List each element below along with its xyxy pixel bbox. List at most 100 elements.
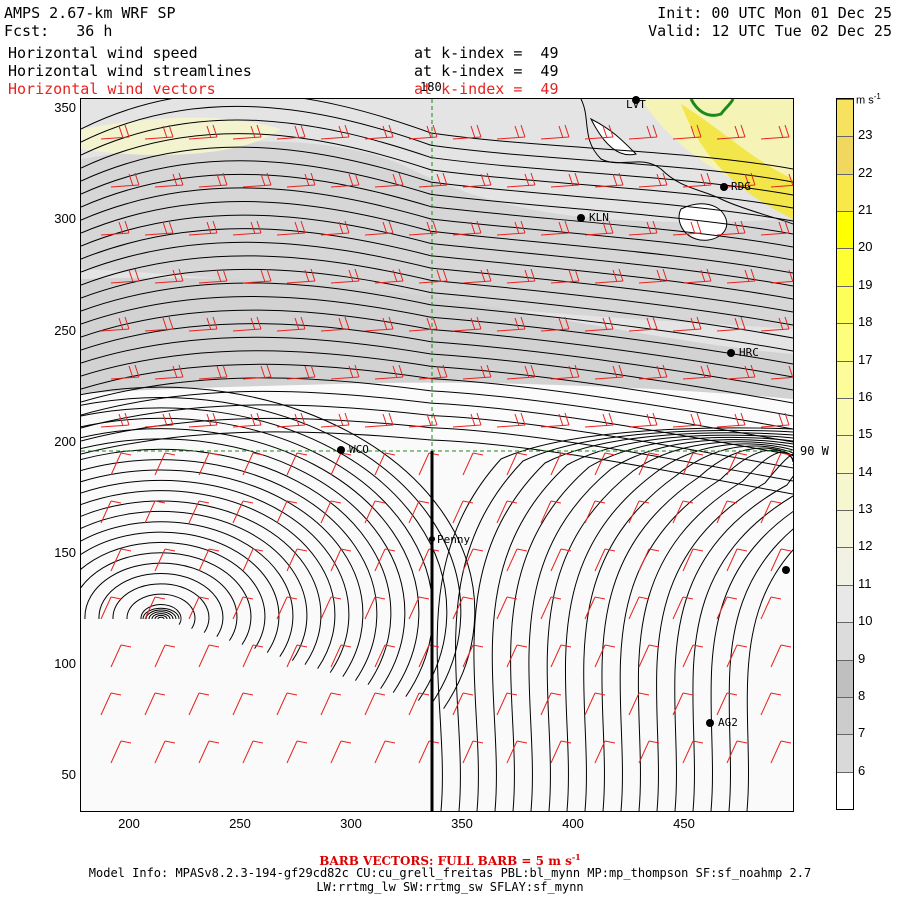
streamline <box>81 500 322 665</box>
wind-barb <box>452 220 482 236</box>
wind-barb <box>672 596 694 620</box>
streamline <box>81 531 280 653</box>
wind-barb <box>188 316 218 332</box>
wind-barb <box>716 124 746 140</box>
wind-barb <box>726 548 748 572</box>
colorbar-segment <box>837 510 853 548</box>
streamline <box>564 443 793 811</box>
colorbar-label: 6 <box>858 762 866 778</box>
station-label-ag2: AG2 <box>718 716 738 729</box>
streamline <box>81 459 378 681</box>
streamline <box>692 470 793 811</box>
wind-barb <box>462 452 484 476</box>
colorbar-segment <box>837 622 853 660</box>
wind-barb <box>760 220 790 236</box>
streamline <box>154 614 168 620</box>
wind-barb <box>188 500 210 524</box>
wind-barb <box>770 452 792 476</box>
wind-barb <box>374 644 396 668</box>
streamline <box>436 427 793 811</box>
wind-barb <box>452 316 482 332</box>
wind-barb <box>100 500 122 524</box>
streamline <box>81 296 793 365</box>
streamline <box>140 604 182 625</box>
wind-barb <box>276 412 306 428</box>
streamline <box>157 616 165 620</box>
colorbar-label: 7 <box>858 725 866 741</box>
wind-barb <box>584 596 606 620</box>
streamline <box>81 417 793 482</box>
wind-barb <box>726 268 756 284</box>
wind-barb <box>628 500 650 524</box>
streamline <box>145 609 177 620</box>
wind-barb <box>286 644 308 668</box>
wind-barb <box>496 692 518 716</box>
field-name-vectors: Horizontal wind vectors <box>8 80 216 98</box>
streamline <box>510 436 793 811</box>
colorbar-label: 8 <box>858 687 866 703</box>
wind-barb <box>584 692 606 716</box>
streamline <box>81 268 793 339</box>
station-label-kln: KLN <box>589 211 609 224</box>
wind-barb <box>232 124 262 140</box>
wind-barb <box>232 500 254 524</box>
x-tick-200: 200 <box>118 816 140 831</box>
wind-barb <box>638 364 668 380</box>
streamline <box>583 445 793 811</box>
wind-barb <box>144 316 174 332</box>
colorbar-segment <box>837 248 853 286</box>
streamline <box>126 593 196 629</box>
wind-barb <box>672 316 702 332</box>
island <box>678 203 728 241</box>
wind-barb <box>320 500 342 524</box>
wind-barb <box>628 692 650 716</box>
wind-barb <box>232 692 254 716</box>
wind-barb <box>540 220 570 236</box>
speed-shade-band-3 <box>81 277 793 399</box>
wind-barb <box>770 365 793 380</box>
wind-barb <box>638 452 660 476</box>
wind-barb <box>594 172 624 188</box>
wind-barb <box>638 268 668 284</box>
streamline <box>601 447 793 811</box>
model-title: AMPS 2.67-km WRF SP <box>4 4 176 22</box>
wind-barb <box>154 452 176 476</box>
wind-barb <box>188 412 218 428</box>
streamline <box>148 611 174 620</box>
wind-barb <box>188 596 210 620</box>
colorbar-label: 14 <box>858 463 873 479</box>
wind-barb <box>682 172 712 188</box>
field-level-streamlines: at k-index = 49 <box>414 62 559 80</box>
x-tick-250: 250 <box>229 816 251 831</box>
streamline <box>656 453 793 811</box>
wind-barb <box>276 692 298 716</box>
wind-barb <box>638 644 660 668</box>
wind-barb <box>276 316 306 332</box>
wind-barb <box>770 548 792 572</box>
wind-barb <box>594 268 624 284</box>
wind-barb <box>682 740 704 764</box>
wind-barb <box>100 596 122 620</box>
wind-barb <box>232 220 262 236</box>
wind-barb <box>188 220 218 236</box>
wind-barb <box>682 548 704 572</box>
wind-barb <box>550 740 572 764</box>
wind-barb <box>330 548 352 572</box>
wind-barb <box>594 452 616 476</box>
colorbar-segment <box>837 397 853 436</box>
wind-barb <box>418 172 448 188</box>
wind-barb <box>506 644 528 668</box>
wind-barb <box>672 412 702 428</box>
wind-barb <box>550 364 580 380</box>
station-dot-penny <box>429 536 435 542</box>
streamline <box>112 583 210 633</box>
wind-barb <box>242 268 272 284</box>
wind-barb <box>276 124 306 140</box>
station-dot-wco <box>337 446 345 454</box>
wind-barb <box>100 692 122 716</box>
wind-barb <box>188 692 210 716</box>
streamline <box>81 377 793 443</box>
station-label-penny: Penny <box>437 533 471 546</box>
forecast-hour: Fcst: 36 h <box>4 22 113 40</box>
station-dot-hrc <box>727 349 735 357</box>
